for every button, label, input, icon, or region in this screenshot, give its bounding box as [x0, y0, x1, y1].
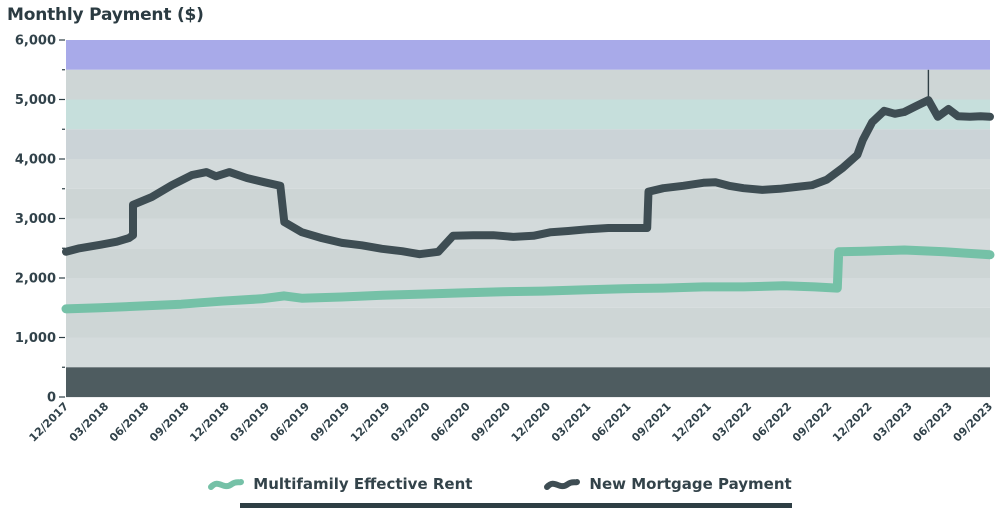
- x-axis-tick-label: 09/2021: [629, 400, 674, 445]
- plot-band: [66, 40, 990, 70]
- y-axis-tick-label: 3,000: [15, 212, 56, 227]
- x-axis-tick-label: 06/2018: [107, 400, 152, 445]
- x-axis-tick-label: 06/2022: [750, 400, 795, 445]
- plot-band: [66, 307, 990, 338]
- plot-band: [66, 188, 990, 219]
- x-axis-tick-label: 09/2020: [469, 400, 514, 445]
- x-axis-tick-label: 03/2019: [228, 400, 273, 445]
- plot-band: [66, 69, 990, 100]
- mortgage-legend-swatch-icon: [544, 479, 581, 490]
- legend-label-rent: Multifamily Effective Rent: [253, 475, 473, 493]
- chart-title: Monthly Payment ($): [7, 5, 204, 25]
- x-axis-tick-label: 03/2021: [549, 400, 594, 445]
- chart-legend: Multifamily Effective Rent New Mortgage …: [0, 474, 1000, 494]
- plot-band: [66, 99, 990, 130]
- x-axis-tick-label: 06/2020: [428, 400, 473, 445]
- rent-legend-swatch-icon: [208, 479, 245, 490]
- x-axis-tick-label: 06/2021: [589, 400, 634, 445]
- y-axis-tick-label: 4,000: [15, 153, 56, 168]
- y-axis-tick-label: 5,000: [15, 93, 56, 108]
- x-axis-tick-label: 03/2018: [67, 400, 112, 445]
- new-mortgage-payment-line: [62, 96, 994, 259]
- x-axis-tick-label: 03/2020: [388, 400, 433, 445]
- x-axis-tick-label: 12/2018: [187, 400, 232, 445]
- x-axis-tick-label: 12/2021: [669, 400, 714, 445]
- x-axis-tick-label: 09/2019: [308, 400, 353, 445]
- plot-band: [66, 129, 990, 160]
- x-axis-tick-label: 09/2022: [790, 400, 835, 445]
- y-axis-tick-label: 6,000: [15, 34, 56, 49]
- multifamily-effective-rent-line: [61, 245, 995, 314]
- x-axis-tick-label: 12/2022: [830, 400, 875, 445]
- x-axis-tick-label: 12/2020: [509, 400, 554, 445]
- x-axis-tick-label: 12/2017: [27, 400, 72, 445]
- y-axis-tick-label: 1,000: [15, 331, 56, 346]
- x-axis-tick-label: 03/2022: [710, 400, 755, 445]
- legend-item-mortgage: New Mortgage Payment: [544, 474, 792, 494]
- x-axis-tick-label: 06/2023: [910, 400, 955, 445]
- x-axis-tick-label: 12/2019: [348, 400, 393, 445]
- plot-band: [66, 367, 990, 398]
- plot-band: [66, 337, 990, 368]
- y-axis-tick-label: 2,000: [15, 272, 56, 287]
- legend-item-rent: Multifamily Effective Rent: [208, 474, 472, 494]
- x-axis-tick-label: 09/2018: [147, 400, 192, 445]
- legend-label-mortgage: New Mortgage Payment: [589, 475, 792, 493]
- x-axis-tick-label: 03/2023: [870, 400, 915, 445]
- x-axis-tick-label: 09/2023: [951, 400, 996, 445]
- x-axis-tick-label: 06/2019: [268, 400, 313, 445]
- legend-underline-rule: [240, 503, 792, 508]
- y-axis-tick-label: 0: [47, 391, 56, 406]
